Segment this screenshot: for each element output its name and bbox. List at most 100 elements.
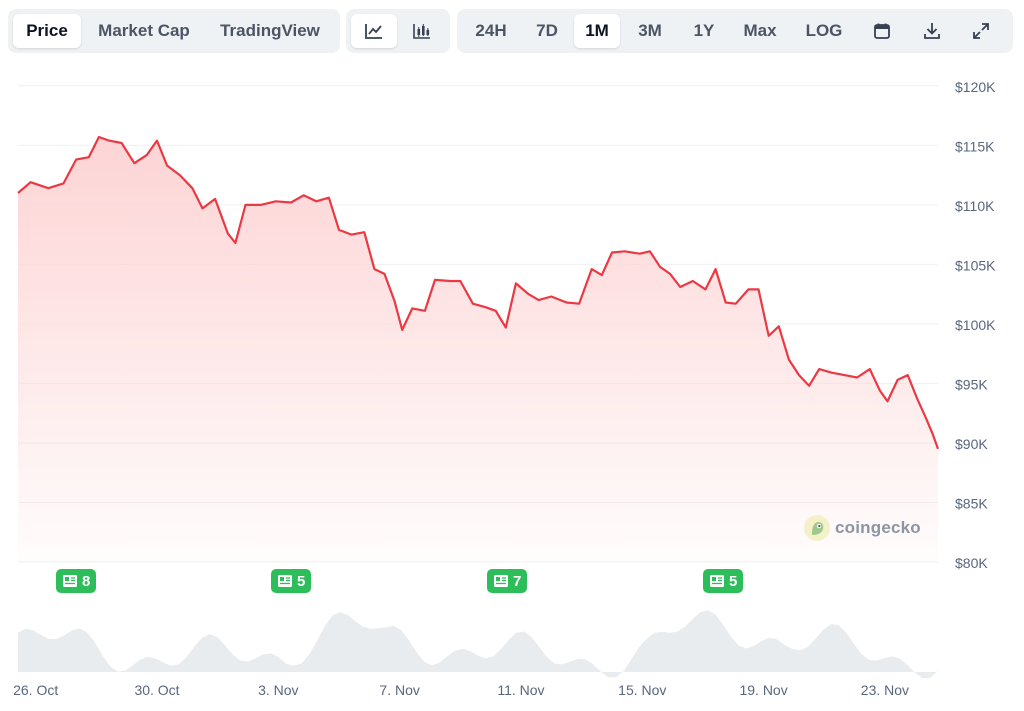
price-point xyxy=(549,295,553,299)
price-point xyxy=(327,196,331,200)
log-scale-toggle[interactable]: LOG xyxy=(805,21,843,40)
y-tick-label: $105K xyxy=(955,257,996,273)
price-point xyxy=(777,324,781,328)
download-button[interactable] xyxy=(908,14,956,48)
price-point xyxy=(843,373,847,377)
price-point xyxy=(433,278,437,282)
price-point xyxy=(724,301,728,305)
price-point xyxy=(658,265,662,269)
tab-market-cap[interactable]: Market Cap xyxy=(98,21,190,40)
range-max[interactable]: Max xyxy=(743,21,777,40)
price-point xyxy=(916,398,920,402)
line-chart-button[interactable] xyxy=(351,14,397,48)
price-point xyxy=(29,180,33,184)
price-point xyxy=(87,155,91,159)
price-point xyxy=(714,267,718,271)
price-point xyxy=(16,191,20,195)
y-tick-label: $90K xyxy=(955,436,988,452)
price-point xyxy=(855,376,859,380)
calendar-icon xyxy=(873,22,891,40)
price-point xyxy=(165,164,169,168)
price-point xyxy=(400,328,404,332)
price-point xyxy=(577,302,581,306)
y-tick-label: $95K xyxy=(955,376,988,392)
range-7d[interactable]: 7D xyxy=(536,21,558,40)
news-badge[interactable]: 5 xyxy=(703,569,744,593)
price-point xyxy=(458,279,462,283)
price-point xyxy=(886,399,890,403)
news-badge[interactable]: 5 xyxy=(271,569,312,593)
price-point xyxy=(213,197,217,201)
price-point xyxy=(504,326,508,330)
x-tick-label: 3. Nov xyxy=(258,682,298,698)
price-area-fill xyxy=(18,137,938,562)
range-24h[interactable]: 24H xyxy=(475,21,507,40)
price-point xyxy=(302,193,306,197)
price-point xyxy=(383,272,387,276)
price-point xyxy=(527,292,531,296)
x-tick-label: 19. Nov xyxy=(739,682,787,698)
tab-tradingview[interactable]: TradingView xyxy=(220,21,320,40)
price-point xyxy=(807,384,811,388)
y-tick-label: $80K xyxy=(955,555,988,571)
date-range-button[interactable] xyxy=(856,14,908,48)
price-point xyxy=(350,233,354,237)
price-point xyxy=(97,135,101,139)
price-point xyxy=(767,334,771,338)
price-point xyxy=(107,139,111,143)
price-point xyxy=(797,373,801,377)
volume-area xyxy=(18,610,938,679)
candlestick-chart-button[interactable] xyxy=(400,14,446,48)
x-tick-label: 15. Nov xyxy=(618,682,666,698)
news-badge[interactable]: 8 xyxy=(56,569,97,593)
price-point xyxy=(734,302,738,306)
newspaper-icon xyxy=(710,575,724,587)
x-tick-label: 7. Nov xyxy=(379,682,419,698)
fullscreen-button[interactable] xyxy=(956,14,1006,48)
range-3m[interactable]: 3M xyxy=(638,21,662,40)
download-icon xyxy=(922,21,942,41)
price-point xyxy=(190,186,194,190)
candlestick-chart-icon xyxy=(412,21,432,41)
y-tick-label: $120K xyxy=(955,79,996,95)
price-point xyxy=(448,279,452,283)
tab-price[interactable]: Price xyxy=(13,14,81,48)
price-point xyxy=(610,251,614,255)
view-tab-group: Price Market Cap TradingView xyxy=(8,9,340,53)
newspaper-icon xyxy=(278,575,292,587)
price-point xyxy=(830,371,834,375)
news-count: 5 xyxy=(297,572,306,590)
price-point xyxy=(931,433,935,437)
x-tick-label: 26. Oct xyxy=(13,682,58,698)
price-point xyxy=(314,199,318,203)
price-point xyxy=(289,201,293,205)
price-point xyxy=(648,249,652,253)
price-point xyxy=(936,447,940,451)
price-point xyxy=(244,203,248,207)
coingecko-watermark: coingecko xyxy=(803,514,921,542)
price-point xyxy=(471,302,475,306)
price-point xyxy=(155,139,159,143)
price-point xyxy=(120,141,124,145)
price-point xyxy=(668,272,672,276)
price-point xyxy=(484,305,488,309)
price-point xyxy=(600,273,604,277)
x-tick-label: 11. Nov xyxy=(497,682,544,698)
price-point xyxy=(259,203,263,207)
price-point xyxy=(201,206,205,210)
expand-icon xyxy=(971,21,991,41)
price-point xyxy=(746,287,750,291)
price-point xyxy=(423,309,427,313)
price-point xyxy=(132,161,136,165)
range-1m[interactable]: 1M xyxy=(574,14,620,48)
range-1y[interactable]: 1Y xyxy=(693,21,715,40)
price-point xyxy=(410,306,414,310)
news-count: 8 xyxy=(82,572,91,590)
x-tick-label: 30. Oct xyxy=(134,682,179,698)
price-point xyxy=(923,415,927,419)
price-point xyxy=(878,389,882,393)
price-point xyxy=(337,228,341,232)
news-badge[interactable]: 7 xyxy=(487,569,528,593)
price-point xyxy=(178,173,182,177)
